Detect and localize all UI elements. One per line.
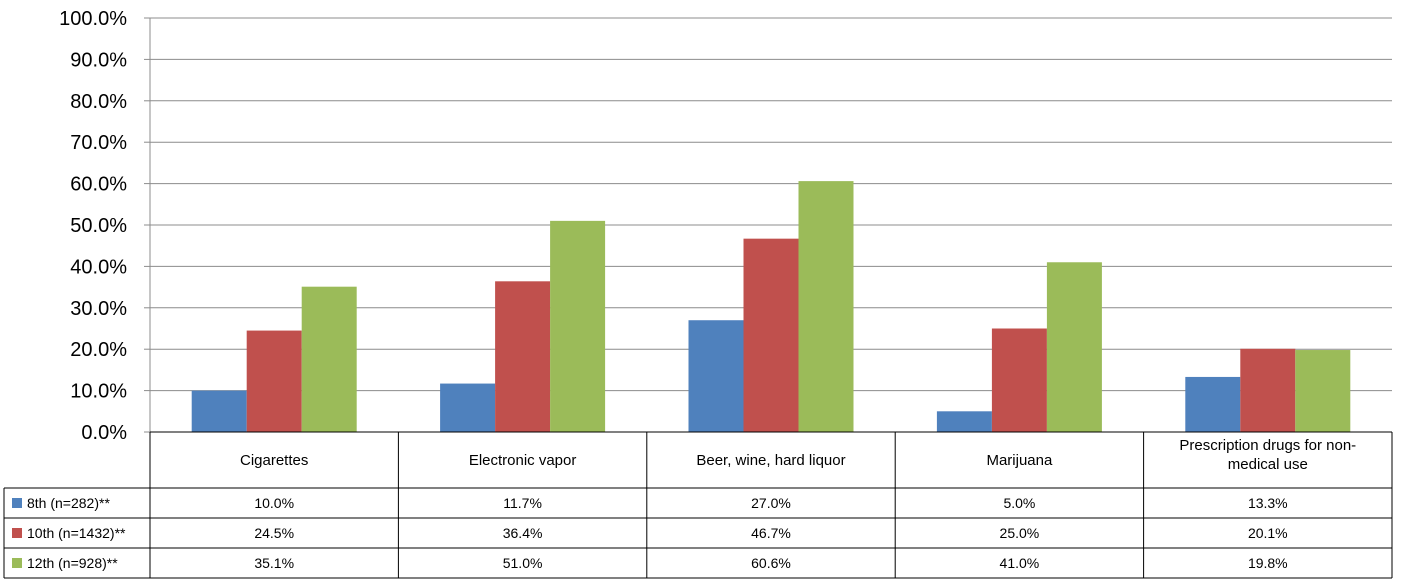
legend-swatch bbox=[12, 528, 22, 538]
bar bbox=[798, 181, 854, 432]
series-name: 10th (n=1432)** bbox=[27, 525, 126, 541]
series-name: 8th (n=282)** bbox=[27, 495, 110, 511]
bar bbox=[1185, 376, 1241, 432]
data-table-value: 19.8% bbox=[1248, 555, 1288, 571]
category-label: Marijuana bbox=[986, 452, 1053, 469]
y-tick-label: 0.0% bbox=[81, 422, 127, 444]
bar bbox=[495, 281, 551, 432]
y-tick-label: 60.0% bbox=[70, 174, 127, 196]
data-table-value: 27.0% bbox=[751, 495, 791, 511]
series-name: 12th (n=928)** bbox=[27, 555, 118, 571]
bar bbox=[440, 383, 496, 432]
bar bbox=[246, 330, 302, 432]
bar bbox=[936, 411, 992, 432]
bar bbox=[1295, 350, 1351, 432]
data-table-value: 5.0% bbox=[1003, 495, 1035, 511]
category-label: Beer, wine, hard liquor bbox=[696, 452, 845, 469]
y-tick-label: 100.0% bbox=[59, 8, 127, 30]
data-table-value: 41.0% bbox=[1000, 555, 1040, 571]
data-table-value: 36.4% bbox=[503, 525, 543, 541]
y-tick-label: 50.0% bbox=[70, 215, 127, 237]
legend-swatch bbox=[12, 558, 22, 568]
bar bbox=[1046, 262, 1102, 432]
data-table-value: 20.1% bbox=[1248, 525, 1288, 541]
data-table-value: 13.3% bbox=[1248, 495, 1288, 511]
category-label: Electronic vapor bbox=[469, 452, 577, 469]
data-table-value: 51.0% bbox=[503, 555, 543, 571]
legend-swatch bbox=[12, 498, 22, 508]
bar bbox=[688, 320, 744, 432]
y-tick-label: 90.0% bbox=[70, 49, 127, 71]
bar bbox=[991, 328, 1047, 432]
bar bbox=[191, 390, 247, 432]
data-table-value: 60.6% bbox=[751, 555, 791, 571]
data-table-value: 25.0% bbox=[1000, 525, 1040, 541]
category-label: medical use bbox=[1228, 456, 1308, 473]
y-tick-label: 10.0% bbox=[70, 381, 127, 403]
bar bbox=[1240, 348, 1296, 432]
y-tick-label: 40.0% bbox=[70, 256, 127, 278]
category-label: Prescription drugs for non- bbox=[1179, 437, 1356, 454]
data-table-value: 35.1% bbox=[254, 555, 294, 571]
data-table-value: 46.7% bbox=[751, 525, 791, 541]
data-table-value: 11.7% bbox=[503, 495, 542, 511]
y-tick-label: 70.0% bbox=[70, 132, 127, 154]
y-tick-label: 80.0% bbox=[70, 91, 127, 113]
bar bbox=[301, 286, 357, 432]
bar bbox=[743, 238, 799, 432]
y-tick-label: 30.0% bbox=[70, 298, 127, 320]
bar bbox=[550, 220, 606, 432]
data-table-value: 10.0% bbox=[254, 495, 294, 511]
y-tick-label: 20.0% bbox=[70, 339, 127, 361]
data-table-value: 24.5% bbox=[254, 525, 294, 541]
category-label: Cigarettes bbox=[240, 452, 308, 469]
